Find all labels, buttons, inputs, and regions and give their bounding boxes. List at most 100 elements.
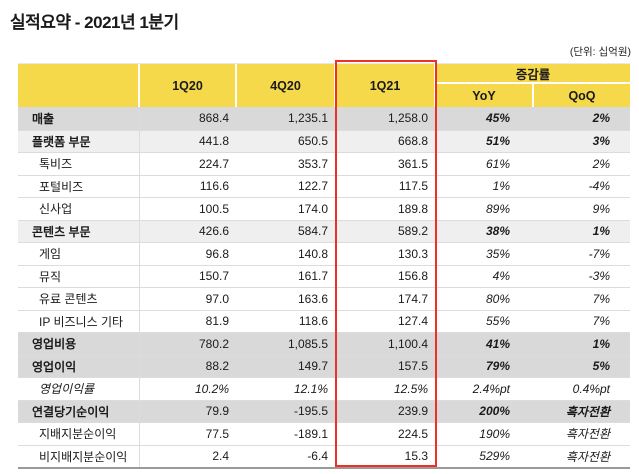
header-qoq: QoQ	[568, 88, 596, 103]
table-row-net-profit: 연결당기순이익 79.9 -195.5 239.9 200% 흑자전환	[18, 399, 630, 422]
cell-4q20: 149.7	[297, 359, 328, 374]
cell-4q20: 650.5	[297, 134, 328, 149]
cell-1q21: 224.5	[397, 426, 428, 441]
cell-1q20: 150.7	[198, 269, 229, 284]
table-row-portalbiz: 포털비즈 116.6 122.7 117.5 1% -4%	[18, 174, 630, 197]
row-label: IP 비즈니스 기타	[18, 310, 140, 332]
cell-1q21: 189.8	[397, 201, 428, 216]
header-change-group: 증감률 YoY QoQ	[436, 64, 630, 107]
cell-4q20: 163.6	[297, 291, 328, 306]
table-header: 1Q20 4Q20 1Q21 증감률 YoY QoQ	[18, 63, 630, 107]
header-1q21: 1Q21	[336, 64, 436, 107]
cell-1q20: 441.8	[198, 134, 229, 149]
cell-1q20: 81.9	[205, 314, 229, 329]
row-label: 영업이익률	[18, 378, 140, 400]
cell-1q20: 10.2%	[194, 381, 229, 396]
table-row-ip-biz: IP 비즈니스 기타 81.9 118.6 127.4 55% 7%	[18, 309, 630, 332]
cell-yoy: 529%	[479, 449, 510, 464]
cell-1q21: 130.3	[397, 246, 428, 261]
cell-qoq: 흑자전환	[565, 449, 610, 464]
row-label: 신사업	[18, 198, 140, 220]
cell-1q20: 96.8	[205, 246, 229, 261]
table-row-talkbiz: 톡비즈 224.7 353.7 361.5 61% 2%	[18, 152, 630, 175]
row-label: 영업이익	[18, 355, 140, 377]
cell-1q20: 88.2	[205, 359, 229, 374]
cell-4q20: 1,235.1	[287, 111, 328, 126]
cell-4q20: 161.7	[297, 269, 328, 284]
cell-4q20: 174.0	[297, 201, 328, 216]
row-label: 매출	[18, 107, 140, 130]
cell-1q21: 668.8	[397, 134, 428, 149]
table-row-controlling-interest: 지배지분순이익 77.5 -189.1 224.5 190% 흑자전환	[18, 422, 630, 445]
cell-qoq: 0.4%pt	[572, 381, 610, 396]
cell-yoy: 1%	[492, 179, 510, 194]
cell-1q20: 77.5	[205, 426, 229, 441]
cell-yoy: 55%	[485, 314, 510, 329]
header-empty-cell	[18, 64, 140, 107]
table-body: 매출 868.4 1,235.1 1,258.0 45% 2% 플랫폼 부문 4…	[18, 107, 630, 469]
cell-1q20: 426.6	[198, 224, 229, 239]
cell-yoy: 2.4%pt	[472, 381, 510, 396]
cell-yoy: 38%	[485, 224, 510, 239]
table-row-noncontrolling-interest: 비지배지분순이익 2.4 -6.4 15.3 529% 흑자전환	[18, 444, 630, 467]
cell-4q20: -189.1	[293, 426, 328, 441]
cell-4q20: 140.8	[297, 246, 328, 261]
cell-qoq: 흑자전환	[565, 404, 610, 419]
earnings-summary-table: 1Q20 4Q20 1Q21 증감률 YoY QoQ 매출 868.4 1,23…	[18, 63, 630, 469]
table-row-operating-margin: 영업이익률 10.2% 12.1% 12.5% 2.4%pt 0.4%pt	[18, 377, 630, 400]
row-label: 콘텐츠 부문	[18, 220, 140, 242]
cell-yoy: 61%	[485, 156, 510, 171]
cell-1q21: 15.3	[404, 449, 428, 464]
cell-qoq: 3%	[592, 134, 610, 149]
cell-4q20: -195.5	[293, 404, 328, 419]
cell-1q21: 174.7	[397, 291, 428, 306]
table-row-platform: 플랫폼 부문 441.8 650.5 668.8 51% 3%	[18, 129, 630, 152]
table-row-opex: 영업비용 780.2 1,085.5 1,100.4 41% 1%	[18, 332, 630, 355]
cell-qoq: 1%	[592, 224, 610, 239]
cell-1q21: 12.5%	[393, 381, 428, 396]
cell-qoq: 2%	[592, 156, 610, 171]
cell-qoq: -7%	[588, 246, 610, 261]
cell-yoy: 190%	[479, 426, 510, 441]
row-label: 지배지분순이익	[18, 423, 140, 445]
header-1q20: 1Q20	[140, 64, 237, 107]
cell-1q21: 361.5	[397, 156, 428, 171]
row-label: 뮤직	[18, 265, 140, 287]
unit-note: (단위: 십억원)	[569, 46, 631, 58]
cell-yoy: 200%	[479, 404, 510, 419]
cell-1q20: 868.4	[198, 111, 229, 126]
cell-qoq: 2%	[592, 111, 610, 126]
cell-1q21: 1,100.4	[387, 336, 428, 351]
cell-1q21: 127.4	[397, 314, 428, 329]
cell-qoq: 9%	[592, 201, 610, 216]
cell-1q20: 116.6	[199, 179, 229, 194]
cell-yoy: 79%	[485, 359, 510, 374]
row-label: 플랫폼 부문	[18, 130, 140, 152]
table-row-music: 뮤직 150.7 161.7 156.8 4% -3%	[18, 264, 630, 287]
cell-1q20: 780.2	[198, 336, 229, 351]
table-row-newbiz: 신사업 100.5 174.0 189.8 89% 9%	[18, 197, 630, 220]
cell-qoq: -4%	[588, 179, 610, 194]
row-label: 포털비즈	[18, 175, 140, 197]
table-row-content: 콘텐츠 부문 426.6 584.7 589.2 38% 1%	[18, 219, 630, 242]
cell-qoq: 흑자전환	[565, 427, 610, 442]
cell-1q21: 117.5	[398, 179, 428, 194]
cell-4q20: 12.1%	[293, 381, 328, 396]
row-label: 유료 콘텐츠	[18, 288, 140, 310]
cell-1q20: 224.7	[198, 156, 229, 171]
cell-qoq: 7%	[592, 314, 610, 329]
row-label: 게임	[18, 243, 140, 265]
table-row-game: 게임 96.8 140.8 130.3 35% -7%	[18, 242, 630, 265]
cell-qoq: 1%	[592, 336, 610, 351]
cell-4q20: 584.7	[297, 224, 328, 239]
cell-1q21: 1,258.0	[387, 111, 428, 126]
cell-qoq: 5%	[592, 359, 610, 374]
header-yoy: YoY	[436, 84, 534, 107]
cell-1q20: 97.0	[205, 291, 229, 306]
cell-1q20: 100.5	[198, 201, 229, 216]
row-label: 영업비용	[18, 333, 140, 355]
cell-1q21: 589.2	[397, 224, 428, 239]
cell-1q20: 2.4	[212, 449, 229, 464]
header-change-group-label: 증감률	[436, 64, 630, 84]
row-label: 톡비즈	[18, 153, 140, 175]
